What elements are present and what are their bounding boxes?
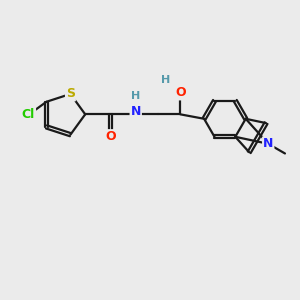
Text: N: N xyxy=(263,137,273,150)
Text: N: N xyxy=(130,106,141,118)
Text: S: S xyxy=(66,88,75,100)
Text: Cl: Cl xyxy=(22,108,35,122)
Text: H: H xyxy=(131,91,140,101)
Text: O: O xyxy=(175,86,186,99)
Text: O: O xyxy=(105,130,116,143)
Text: H: H xyxy=(161,75,171,85)
